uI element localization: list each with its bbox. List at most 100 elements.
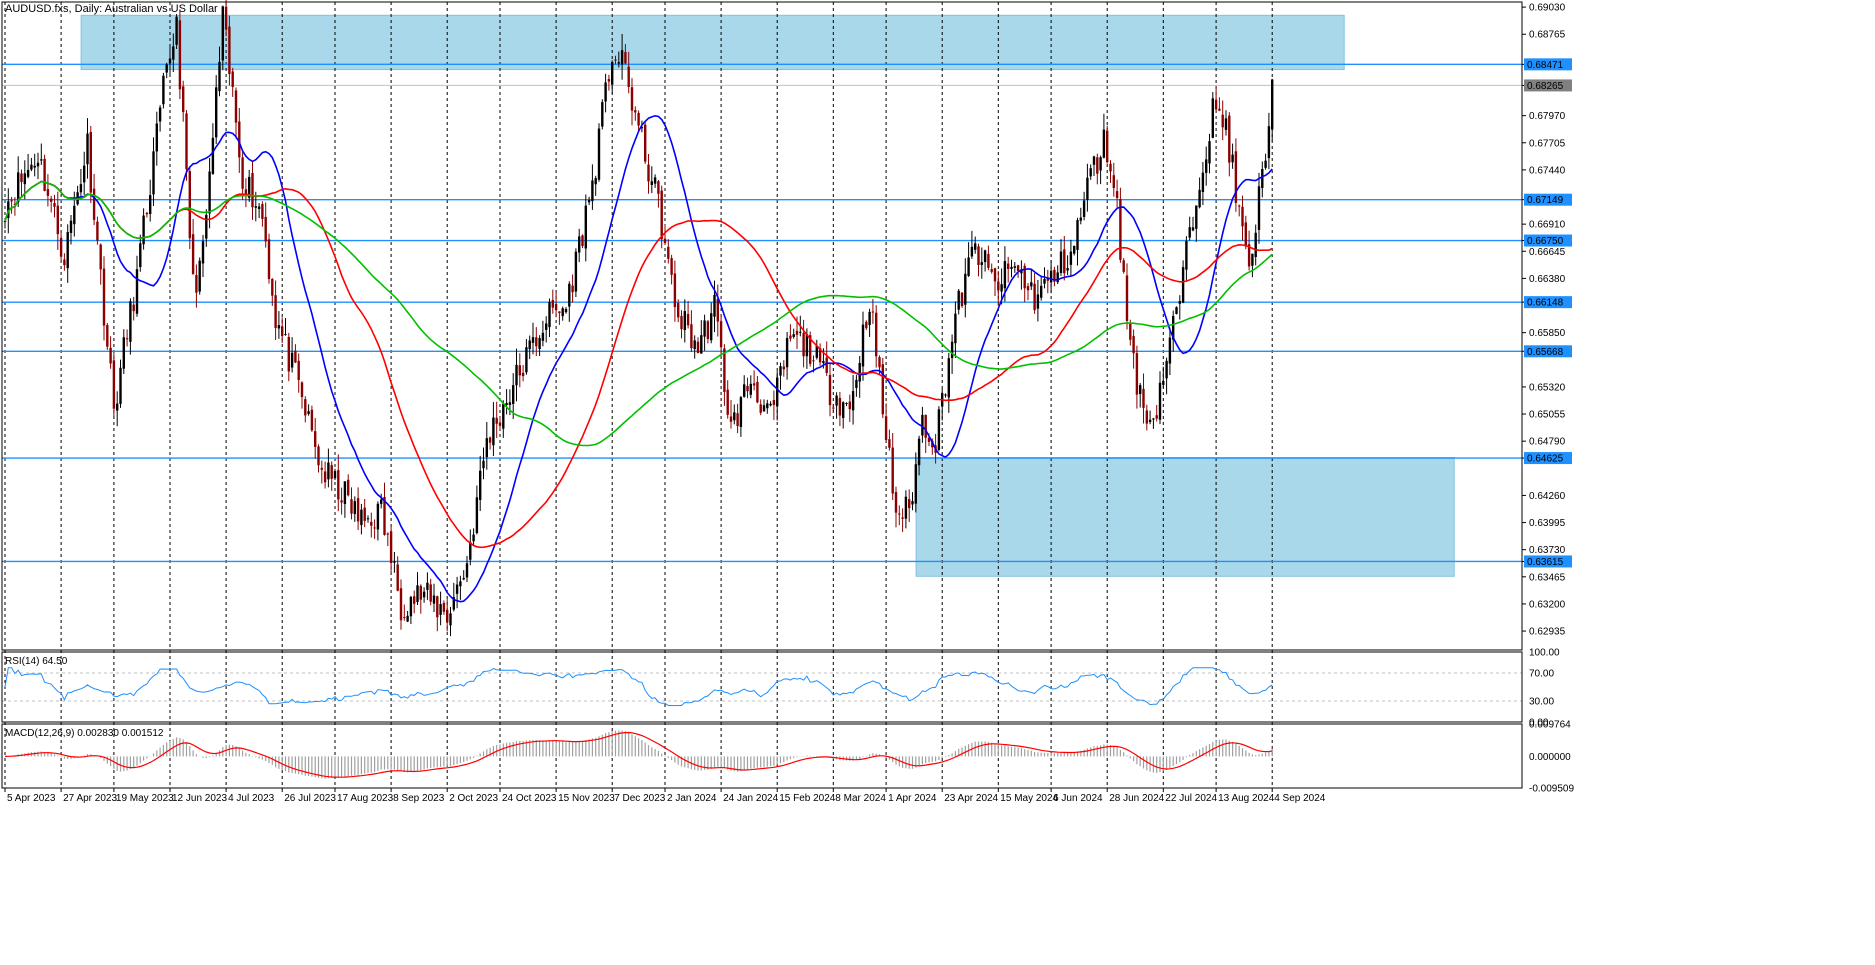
candle-body <box>891 447 894 494</box>
candle <box>657 179 660 208</box>
candle <box>815 339 818 360</box>
candle <box>419 584 422 614</box>
candle-body <box>776 377 779 407</box>
candle-body <box>512 385 515 404</box>
price-tick-label: 0.69030 <box>1529 3 1566 14</box>
level-tag-label: 0.64625 <box>1527 454 1564 465</box>
candle <box>343 481 347 518</box>
candle <box>102 256 106 341</box>
candle <box>469 529 472 566</box>
candle-body <box>475 497 479 534</box>
candle-body <box>1165 360 1168 379</box>
candle-body <box>670 258 673 275</box>
candle-body <box>683 311 686 331</box>
candle-body <box>894 492 898 513</box>
candle-body <box>538 338 541 349</box>
price-tick-label: 0.62935 <box>1529 627 1566 638</box>
candle <box>584 194 587 262</box>
candle <box>729 400 733 429</box>
candles-layer[interactable] <box>3 0 1274 637</box>
candle <box>350 487 353 520</box>
candle-body <box>442 602 446 612</box>
candle-body <box>614 59 617 61</box>
candle-body <box>86 133 89 165</box>
candle <box>848 394 851 422</box>
candle <box>244 178 248 208</box>
panel-frame-0 <box>1 1 1523 651</box>
candle-body <box>967 257 970 276</box>
candle <box>86 118 89 179</box>
candle-body <box>957 290 960 310</box>
candle-body <box>277 325 281 329</box>
candle <box>215 75 218 144</box>
candle-body <box>756 381 759 403</box>
candle <box>1241 195 1244 241</box>
candle <box>89 125 92 204</box>
candle-body <box>205 215 208 239</box>
price-tick-label: 0.66380 <box>1529 274 1566 285</box>
rsi-tick-label: 70.00 <box>1529 669 1554 680</box>
macd-panel[interactable] <box>4 730 1273 779</box>
candle-body <box>700 335 703 354</box>
candle <box>1224 110 1228 136</box>
candle <box>482 447 485 480</box>
candle-body <box>1066 268 1069 271</box>
candle-body <box>518 365 521 376</box>
candle-body <box>300 382 304 398</box>
candle-body <box>221 6 224 61</box>
candle <box>353 496 356 522</box>
candle-body <box>1125 275 1129 321</box>
candle-body <box>1145 410 1148 424</box>
candle <box>347 474 350 497</box>
time-tick-label: 26 Jul 2023 <box>284 793 336 804</box>
candle <box>429 578 432 606</box>
candle-body <box>182 86 185 113</box>
time-tick-label: 1 Apr 2024 <box>888 793 937 804</box>
level-tag-6 <box>1524 555 1572 568</box>
candle <box>561 306 564 321</box>
candle-body <box>620 50 624 65</box>
candle <box>525 339 528 375</box>
candle <box>1125 263 1129 330</box>
candle <box>686 300 690 329</box>
candle-body <box>366 518 370 520</box>
candle-body <box>1178 301 1181 304</box>
candle-body <box>983 250 987 263</box>
candle <box>977 243 980 277</box>
candle <box>1099 155 1102 185</box>
time-tick-label: 13 Aug 2024 <box>1218 793 1275 804</box>
candle <box>1264 153 1267 170</box>
candle <box>802 319 805 368</box>
candle-body <box>380 499 383 504</box>
candle-body <box>1162 380 1165 385</box>
candle-body <box>535 337 538 347</box>
candle <box>50 195 53 213</box>
macd-signal-line <box>4 731 1273 778</box>
candle-body <box>135 269 139 314</box>
candle-body <box>310 409 314 431</box>
candle <box>479 455 482 511</box>
candle-body <box>1109 163 1112 172</box>
candle-body <box>908 499 911 509</box>
candle <box>759 399 762 416</box>
level-tag-0 <box>1524 58 1572 71</box>
candle-body <box>861 324 865 367</box>
candle-body <box>116 403 119 411</box>
candle <box>947 352 950 413</box>
candle-body <box>284 334 287 336</box>
candle-body <box>1013 266 1016 268</box>
candle <box>287 332 290 382</box>
candle-body <box>50 198 53 202</box>
candle-body <box>1092 156 1096 165</box>
zone-1 <box>915 457 1455 577</box>
candle <box>195 264 198 308</box>
candle-body <box>383 496 386 535</box>
candle-body <box>888 439 891 448</box>
candle-body <box>838 397 842 416</box>
time-tick-label: 24 Jan 2024 <box>723 793 778 804</box>
candle-body <box>248 176 251 198</box>
candle <box>1178 295 1181 320</box>
candle-body <box>129 301 132 342</box>
rsi-panel[interactable] <box>2 667 1522 707</box>
